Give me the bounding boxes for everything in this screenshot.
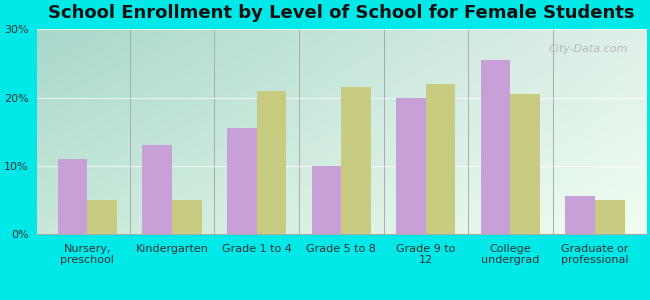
Bar [510, 94, 540, 234]
Bar [595, 200, 625, 234]
Bar [481, 60, 510, 234]
Bar [58, 159, 87, 234]
Bar [172, 200, 202, 234]
Text: City-Data.com: City-Data.com [548, 44, 627, 54]
Bar [426, 84, 456, 234]
Bar [396, 98, 426, 234]
Bar [566, 196, 595, 234]
Bar [257, 91, 286, 234]
Bar [311, 166, 341, 234]
Bar [227, 128, 257, 234]
Bar [341, 87, 370, 234]
Bar [142, 145, 172, 234]
Title: School Enrollment by Level of School for Female Students: School Enrollment by Level of School for… [48, 4, 634, 22]
Bar [87, 200, 117, 234]
